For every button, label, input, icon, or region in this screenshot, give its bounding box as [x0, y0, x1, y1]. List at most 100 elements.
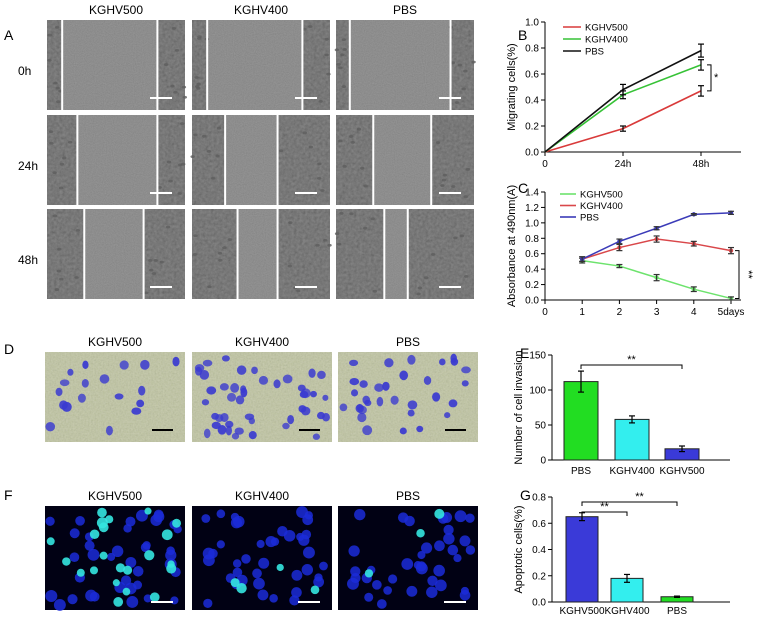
column-label: PBS: [393, 3, 417, 17]
apoptotic-nucleus: [364, 569, 374, 578]
apoptotic-nucleus: [149, 592, 160, 602]
cell: [179, 122, 185, 126]
cell: [360, 166, 365, 170]
legend-label: KGHV500: [585, 23, 628, 34]
nucleus: [132, 566, 144, 577]
x-tick-label: 1: [579, 307, 585, 318]
stained-cell: [339, 403, 348, 412]
stained-cell: [231, 432, 240, 440]
stained-cell: [322, 394, 329, 401]
legend-label: KGHV500: [580, 190, 623, 201]
legend-label: KGHV400: [585, 35, 628, 46]
nucleus: [454, 510, 467, 523]
y-tick-label: 150: [529, 351, 546, 362]
nucleus: [388, 574, 398, 584]
nucleus: [84, 540, 95, 551]
cell: [194, 76, 199, 79]
cell: [336, 242, 342, 246]
cell: [349, 135, 354, 138]
cell: [54, 25, 60, 29]
x-tick-label: 3: [654, 307, 660, 318]
cell-monolayer-left: [336, 115, 374, 205]
cell: [193, 133, 198, 137]
stained-cell: [448, 399, 458, 408]
y-tick-label: 0.8: [532, 493, 546, 504]
apoptotic-nucleus: [172, 518, 182, 528]
stained-cell: [172, 356, 180, 367]
stained-cell: [287, 414, 295, 425]
cell-monolayer-right: [143, 209, 185, 299]
nucleus: [216, 509, 226, 519]
nucleus: [241, 554, 251, 564]
stained-cell: [140, 359, 150, 370]
stained-cell: [439, 358, 446, 366]
cell: [59, 277, 64, 281]
cell: [47, 33, 52, 37]
cell: [165, 225, 171, 229]
cell: [227, 238, 233, 241]
nucleus: [133, 580, 143, 590]
cell: [181, 85, 187, 89]
y-tick-label: 0.4: [532, 545, 546, 556]
column-label: KGHV500: [88, 335, 142, 349]
stained-cell: [59, 379, 70, 387]
y-tick-label: 1.2: [525, 203, 539, 214]
row-label: 48h: [18, 253, 38, 267]
stained-cell: [235, 395, 245, 405]
x-tick-label: KGHV400: [604, 606, 649, 617]
nucleus: [256, 539, 265, 549]
nucleus: [125, 516, 136, 527]
legend-label: PBS: [580, 213, 599, 224]
stained-cell: [376, 396, 384, 407]
stained-cell: [282, 374, 293, 384]
significance-mark: **: [742, 270, 754, 279]
cell: [210, 176, 216, 180]
nucleus: [291, 587, 302, 598]
cell: [218, 258, 223, 262]
stained-cell: [308, 368, 316, 378]
nucleus: [45, 516, 55, 526]
cell: [363, 184, 368, 188]
stained-cell: [399, 370, 409, 381]
y-tick-label: 0.8: [525, 44, 539, 55]
cell: [318, 99, 323, 103]
y-axis-label: Migrating cells(%): [506, 43, 518, 130]
cell: [192, 253, 198, 256]
stained-cell: [201, 399, 210, 406]
cell: [222, 246, 227, 250]
bar: [614, 418, 650, 461]
nucleus: [45, 589, 58, 602]
nucleus: [170, 596, 179, 605]
nucleus: [417, 550, 426, 560]
stained-cell: [230, 383, 240, 393]
panel-letter-a: A: [4, 27, 14, 43]
stained-cell: [432, 392, 441, 402]
series-line-kghv500: [544, 90, 702, 153]
nucleus: [53, 599, 66, 611]
stained-cell: [349, 359, 359, 367]
nucleus: [301, 564, 314, 576]
y-tick-label: 0.8: [525, 234, 539, 245]
stained-cell: [199, 369, 210, 380]
y-axis-label: Absorbance at 490nm(A): [506, 185, 518, 307]
apoptotic-nucleus: [122, 587, 131, 596]
stained-cell: [202, 359, 213, 367]
stained-cell: [399, 427, 407, 435]
cell: [308, 25, 313, 28]
cell: [278, 149, 284, 153]
nucleus: [383, 586, 392, 595]
stained-cell: [211, 421, 221, 430]
nucleus: [465, 545, 476, 555]
nucleus: [372, 579, 382, 590]
cell: [215, 154, 220, 158]
stained-cell: [349, 377, 360, 386]
stained-cell: [423, 376, 432, 385]
stained-cell: [136, 399, 145, 408]
cell-monolayer-left: [47, 115, 78, 205]
apoptotic-nucleus: [166, 563, 177, 574]
cell: [287, 264, 293, 268]
nucleus: [258, 557, 270, 569]
cell: [168, 179, 173, 183]
y-tick-label: 0.0: [532, 598, 546, 609]
